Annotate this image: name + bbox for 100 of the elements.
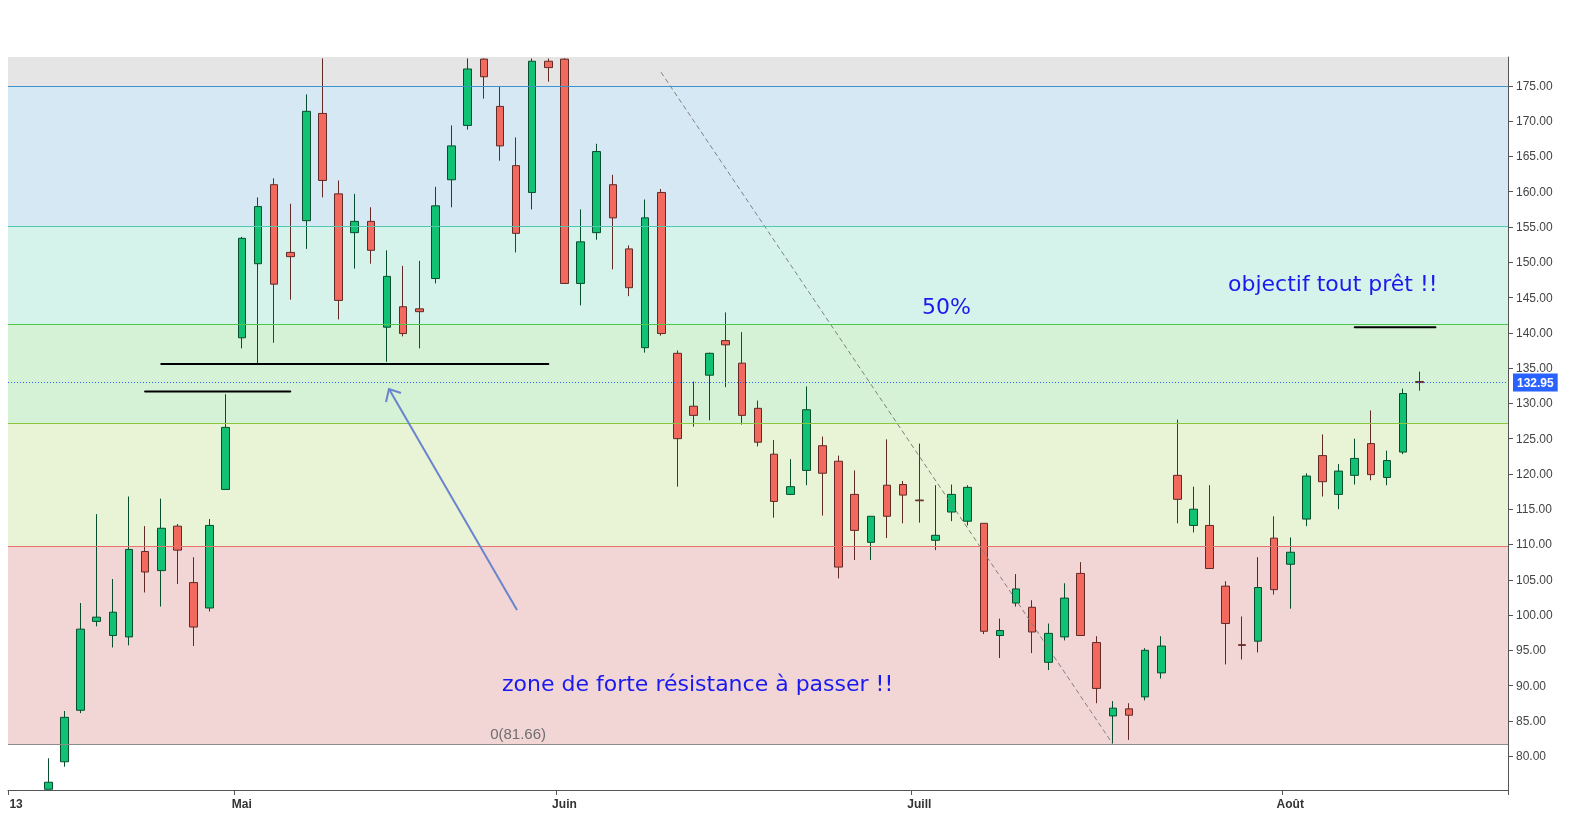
candlestick [141,525,149,593]
y-tick-label: 145.00 [1516,290,1554,305]
y-tick-label: 80.00 [1516,749,1547,764]
candlestick [431,186,440,284]
candlestick [947,484,956,522]
candlestick [254,196,262,365]
x-tick-label: Mai [231,797,252,811]
candlestick [1399,388,1407,455]
x-tick-label: Juill [907,797,932,811]
candlestick [1205,484,1214,569]
candlestick [963,484,972,526]
candlestick [689,381,698,428]
y-tick-label: 160.00 [1516,184,1554,199]
candlestick [399,265,407,337]
candlestick [1254,556,1262,653]
candlestick [1302,472,1311,527]
candlestick [657,188,666,337]
candlestick [1060,582,1069,641]
candlestick [60,710,69,768]
candlestick [1173,419,1182,524]
candlestick [1270,515,1278,596]
candlestick [770,439,778,519]
candlestick [1238,615,1246,660]
candlestick [463,57,472,131]
candlestick [157,498,166,608]
candlestick [544,57,553,83]
candlestick [1092,635,1101,704]
candlestick [496,85,504,162]
candlestick [1334,463,1343,510]
ref-line-label: 132.95 [1517,375,1555,390]
candlestick [367,206,375,265]
candlestick [1383,450,1391,486]
x-tick-label: Août [1276,797,1304,811]
candlestick [818,436,827,517]
candlestick [1076,561,1085,636]
candlestick [76,602,85,714]
candlestick [1367,409,1375,481]
candlestick [528,57,536,210]
candlestick [576,208,585,306]
y-tick-label: 155.00 [1516,220,1554,235]
candlestick [931,484,940,551]
candlestick [850,469,859,561]
y-tick-label: 110.00 [1516,537,1553,552]
candlestick [1415,371,1424,392]
candlestick [1012,573,1020,608]
candlestick [270,177,278,344]
candlestick [786,458,795,496]
candlestick [383,249,391,363]
candlestick [205,518,214,613]
candlestick [738,331,746,426]
y-tick-label: 115.00 [1516,502,1553,517]
candlestick [318,57,327,198]
annotation: objectif tout prêt !! [1228,270,1438,296]
y-tick-label: 140.00 [1516,325,1554,340]
candlestick [1044,623,1053,671]
candlestick [625,244,633,297]
candlestick [1109,700,1117,745]
y-tick-label: 120.00 [1516,466,1554,481]
candlestick [302,93,311,250]
candlestick [238,236,246,349]
y-tick-label: 100.00 [1516,608,1554,623]
candlestick [1286,536,1295,610]
candlestick [754,400,762,447]
candlestick [447,124,456,208]
annotation: 50% [922,293,971,319]
x-tick-label: 13 [9,797,24,811]
ref-line-label: 0(81.66) [490,725,546,743]
y-tick-label: 125.00 [1516,431,1554,446]
candlestick [1318,433,1327,498]
candlestick [512,136,520,253]
candlestick [560,57,569,284]
candlestick [415,260,424,349]
annotation: zone de forte résistance à passer !! [502,670,894,696]
candlestick [883,438,891,539]
candlestick [705,352,714,421]
candlestick [899,480,907,524]
y-tick-label: 135.00 [1516,361,1554,376]
y-tick-label: 95.00 [1516,643,1547,658]
candlestick [834,455,843,579]
candlestick [92,513,101,627]
candlestick [980,522,988,635]
y-tick-label: 150.00 [1516,255,1554,270]
candlestick [609,174,617,270]
candlestick [350,193,359,270]
candlestick [867,515,875,561]
candlestick [1350,438,1359,486]
candlestick [1141,647,1149,701]
candlestick [1221,580,1230,665]
y-tick-label: 130.00 [1516,396,1554,411]
candlestick [221,393,230,490]
y-tick-label: 175.00 [1516,78,1554,93]
candlestick [334,179,343,320]
candlestick [721,311,730,388]
candlestick [1028,599,1036,654]
x-tick-label: Juin [552,797,577,811]
candlestick [1189,486,1198,533]
candlestick [173,523,182,585]
candlestick [1125,702,1133,741]
candlestick [109,578,117,648]
y-tick-label: 105.00 [1516,572,1554,587]
